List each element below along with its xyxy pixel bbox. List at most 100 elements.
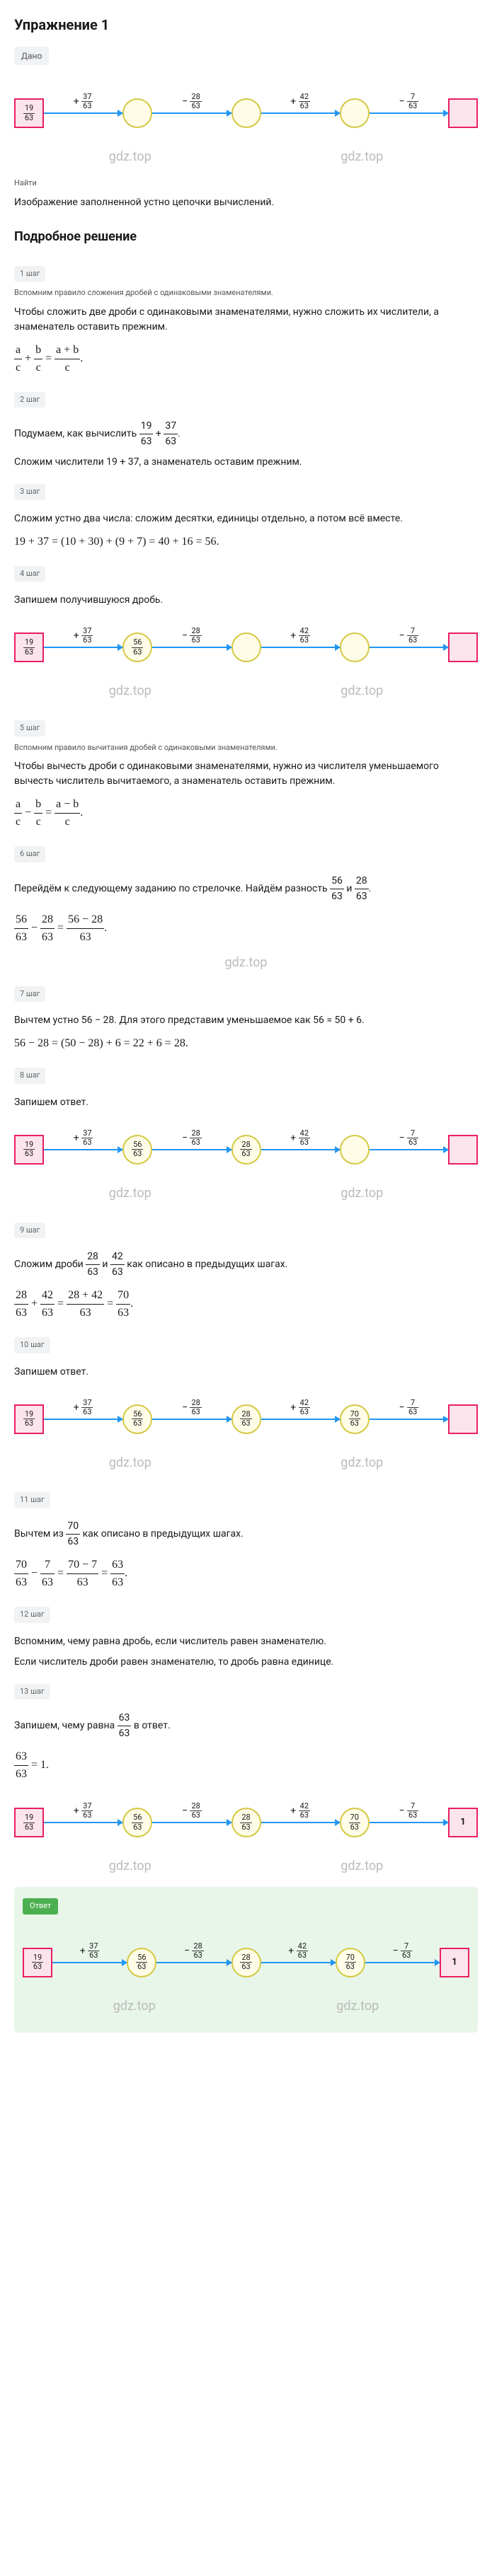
node-2 <box>231 98 261 128</box>
solution-title: Подробное решение <box>14 227 478 246</box>
step-6-badge: 6 шаг <box>14 846 45 862</box>
step-3-calc: 19 + 37 = (10 + 30) + (9 + 7) = 40 + 16 … <box>14 533 478 550</box>
step-12-badge: 12 шаг <box>14 1607 50 1623</box>
node-1 <box>122 98 152 128</box>
end-node <box>448 1135 478 1165</box>
given-badge: Дано <box>14 47 49 65</box>
end-node <box>448 633 478 662</box>
step-5-intro: Вспомним правило вычитания дробей с один… <box>14 742 478 754</box>
node-3: 7063 <box>340 1808 370 1837</box>
watermark-row: gdz.topgdz.top <box>14 147 478 166</box>
node-2: 2863 <box>231 1135 261 1165</box>
start-node: 1963 <box>14 1808 44 1837</box>
step-9-text: Сложим дроби 2863 и 4263 как описано в п… <box>14 1249 478 1280</box>
node-2 <box>231 633 261 662</box>
step-2-text: Подумаем, как вычислить 1963 + 3763. <box>14 419 478 449</box>
node-3: 7063 <box>340 1404 370 1434</box>
end-node: 1 <box>448 1808 478 1837</box>
step-13-calc: 6363 = 1. <box>14 1748 478 1783</box>
step-5-badge: 5 шаг <box>14 720 45 737</box>
step-7-calc: 56 − 28 = (50 − 28) + 6 = 22 + 6 = 28. <box>14 1035 478 1052</box>
arrow-2: − 2863 <box>152 1149 231 1150</box>
end-node <box>448 98 478 128</box>
arrow-1: + 3763 <box>44 112 122 114</box>
arrow-1: + 3763 <box>44 1149 122 1150</box>
node-1: 5663 <box>122 1135 152 1165</box>
step-6-text: Перейдём к следующему заданию по стрелоч… <box>14 874 478 904</box>
find-label: Найти <box>14 178 478 190</box>
arrow-2: − 2863 <box>152 1419 231 1420</box>
arrow-1: + 3763 <box>44 1822 122 1823</box>
step-8-badge: 8 шаг <box>14 1068 45 1084</box>
watermark: gdz.top <box>14 953 478 972</box>
arrow-2: − 2863 <box>156 1962 231 1963</box>
step-3-badge: 3 шаг <box>14 484 45 500</box>
step-8-text: Запишем ответ. <box>14 1095 478 1110</box>
step-11-calc: 7063 − 763 = 70 − 763 = 6363. <box>14 1556 478 1591</box>
step-1-intro: Вспомним правило сложения дробей с одина… <box>14 287 478 299</box>
arrow-2: − 2863 <box>152 647 231 648</box>
node-1: 5663 <box>122 633 152 662</box>
step-10-text: Запишем ответ. <box>14 1365 478 1380</box>
chain-step13: 1963 + 3763 5663 − 2863 2863 + 4263 7063… <box>14 1794 478 1851</box>
node-2: 2863 <box>231 1808 261 1837</box>
start-node: 1963 <box>14 98 44 128</box>
step-5-rule: Чтобы вычесть дроби с одинаковыми знамен… <box>14 759 478 789</box>
step-7-text: Вычтем устно 56 − 28. Для этого представ… <box>14 1013 478 1028</box>
arrow-1: + 3763 <box>44 647 122 648</box>
arrow-3: + 4263 <box>261 647 340 648</box>
arrow-3: + 4263 <box>261 112 340 114</box>
step-1-rule: Чтобы сложить две дроби с одинаковыми зн… <box>14 305 478 335</box>
step-3-text: Сложим устно два числа: сложим десятки, … <box>14 512 478 526</box>
arrow-3: + 4263 <box>261 1962 336 1963</box>
node-2: 2863 <box>231 1404 261 1434</box>
step-13-text: Запишем, чему равна 6363 в ответ. <box>14 1711 478 1741</box>
watermark-row: gdz.topgdz.top <box>14 1453 478 1472</box>
node-3: 7063 <box>336 1948 365 1977</box>
step-4-badge: 4 шаг <box>14 566 45 582</box>
step-6-calc: 5663 − 2863 = 56 − 2863. <box>14 911 478 946</box>
step-9-badge: 9 шаг <box>14 1223 45 1239</box>
step-13-badge: 13 шаг <box>14 1684 50 1700</box>
step-12-rule: Если числитель дроби равен знаменателю, … <box>14 1655 478 1670</box>
step-12-text: Вспомним, чему равна дробь, если числите… <box>14 1634 478 1649</box>
step-9-calc: 2863 + 4263 = 28 + 4263 = 7063. <box>14 1287 478 1322</box>
step-11-text: Вычтем из 7063 как описано в предыдущих … <box>14 1519 478 1549</box>
node-1: 5663 <box>127 1948 156 1977</box>
node-1: 5663 <box>122 1808 152 1837</box>
chain-step8: 1963 + 3763 5663 − 2863 2863 + 4263 − 76… <box>14 1121 478 1178</box>
start-node: 1963 <box>14 1404 44 1434</box>
node-3 <box>340 98 370 128</box>
arrow-4: − 763 <box>365 1962 440 1963</box>
node-3 <box>340 633 370 662</box>
arrow-4: − 763 <box>370 1419 448 1420</box>
watermark-row: gdz.topgdz.top <box>14 1856 478 1876</box>
step-11-badge: 11 шаг <box>14 1492 50 1508</box>
step-10-badge: 10 шаг <box>14 1337 50 1353</box>
watermark-row: gdz.topgdz.top <box>14 681 478 700</box>
node-1: 5663 <box>122 1404 152 1434</box>
step-1-badge: 1 шаг <box>14 266 45 282</box>
formula-5: ac − bc = a − bc. <box>14 796 478 831</box>
arrow-2: − 2863 <box>152 1822 231 1823</box>
arrow-3: + 4263 <box>261 1149 340 1150</box>
arrow-2: − 2863 <box>152 112 231 114</box>
chain-answer: 1963 + 3763 5663 − 2863 2863 + 4263 7063… <box>23 1934 469 1991</box>
node-3 <box>340 1135 370 1165</box>
arrow-3: + 4263 <box>261 1419 340 1420</box>
answer-section: Ответ 1963 + 3763 5663 − 2863 2863 + 426… <box>14 1887 478 2033</box>
arrow-1: + 3763 <box>44 1419 122 1420</box>
step-4-text: Запишем получившуюся дробь. <box>14 593 478 608</box>
chain-initial: 1963 + 3763 − 2863 + 4263 − 763 <box>14 85 478 141</box>
start-node: 1963 <box>14 1135 44 1165</box>
watermark-row: gdz.topgdz.top <box>14 1184 478 1203</box>
end-node <box>448 1404 478 1434</box>
chain-step4: 1963 + 3763 5663 − 2863 + 4263 − 763 <box>14 619 478 676</box>
arrow-4: − 763 <box>370 1149 448 1150</box>
node-2: 2863 <box>231 1948 261 1977</box>
page-title: Упражнение 1 <box>14 14 478 35</box>
arrow-4: − 763 <box>370 647 448 648</box>
step-2-badge: 2 шаг <box>14 392 45 408</box>
end-node: 1 <box>440 1948 469 1977</box>
start-node: 1963 <box>23 1948 52 1977</box>
